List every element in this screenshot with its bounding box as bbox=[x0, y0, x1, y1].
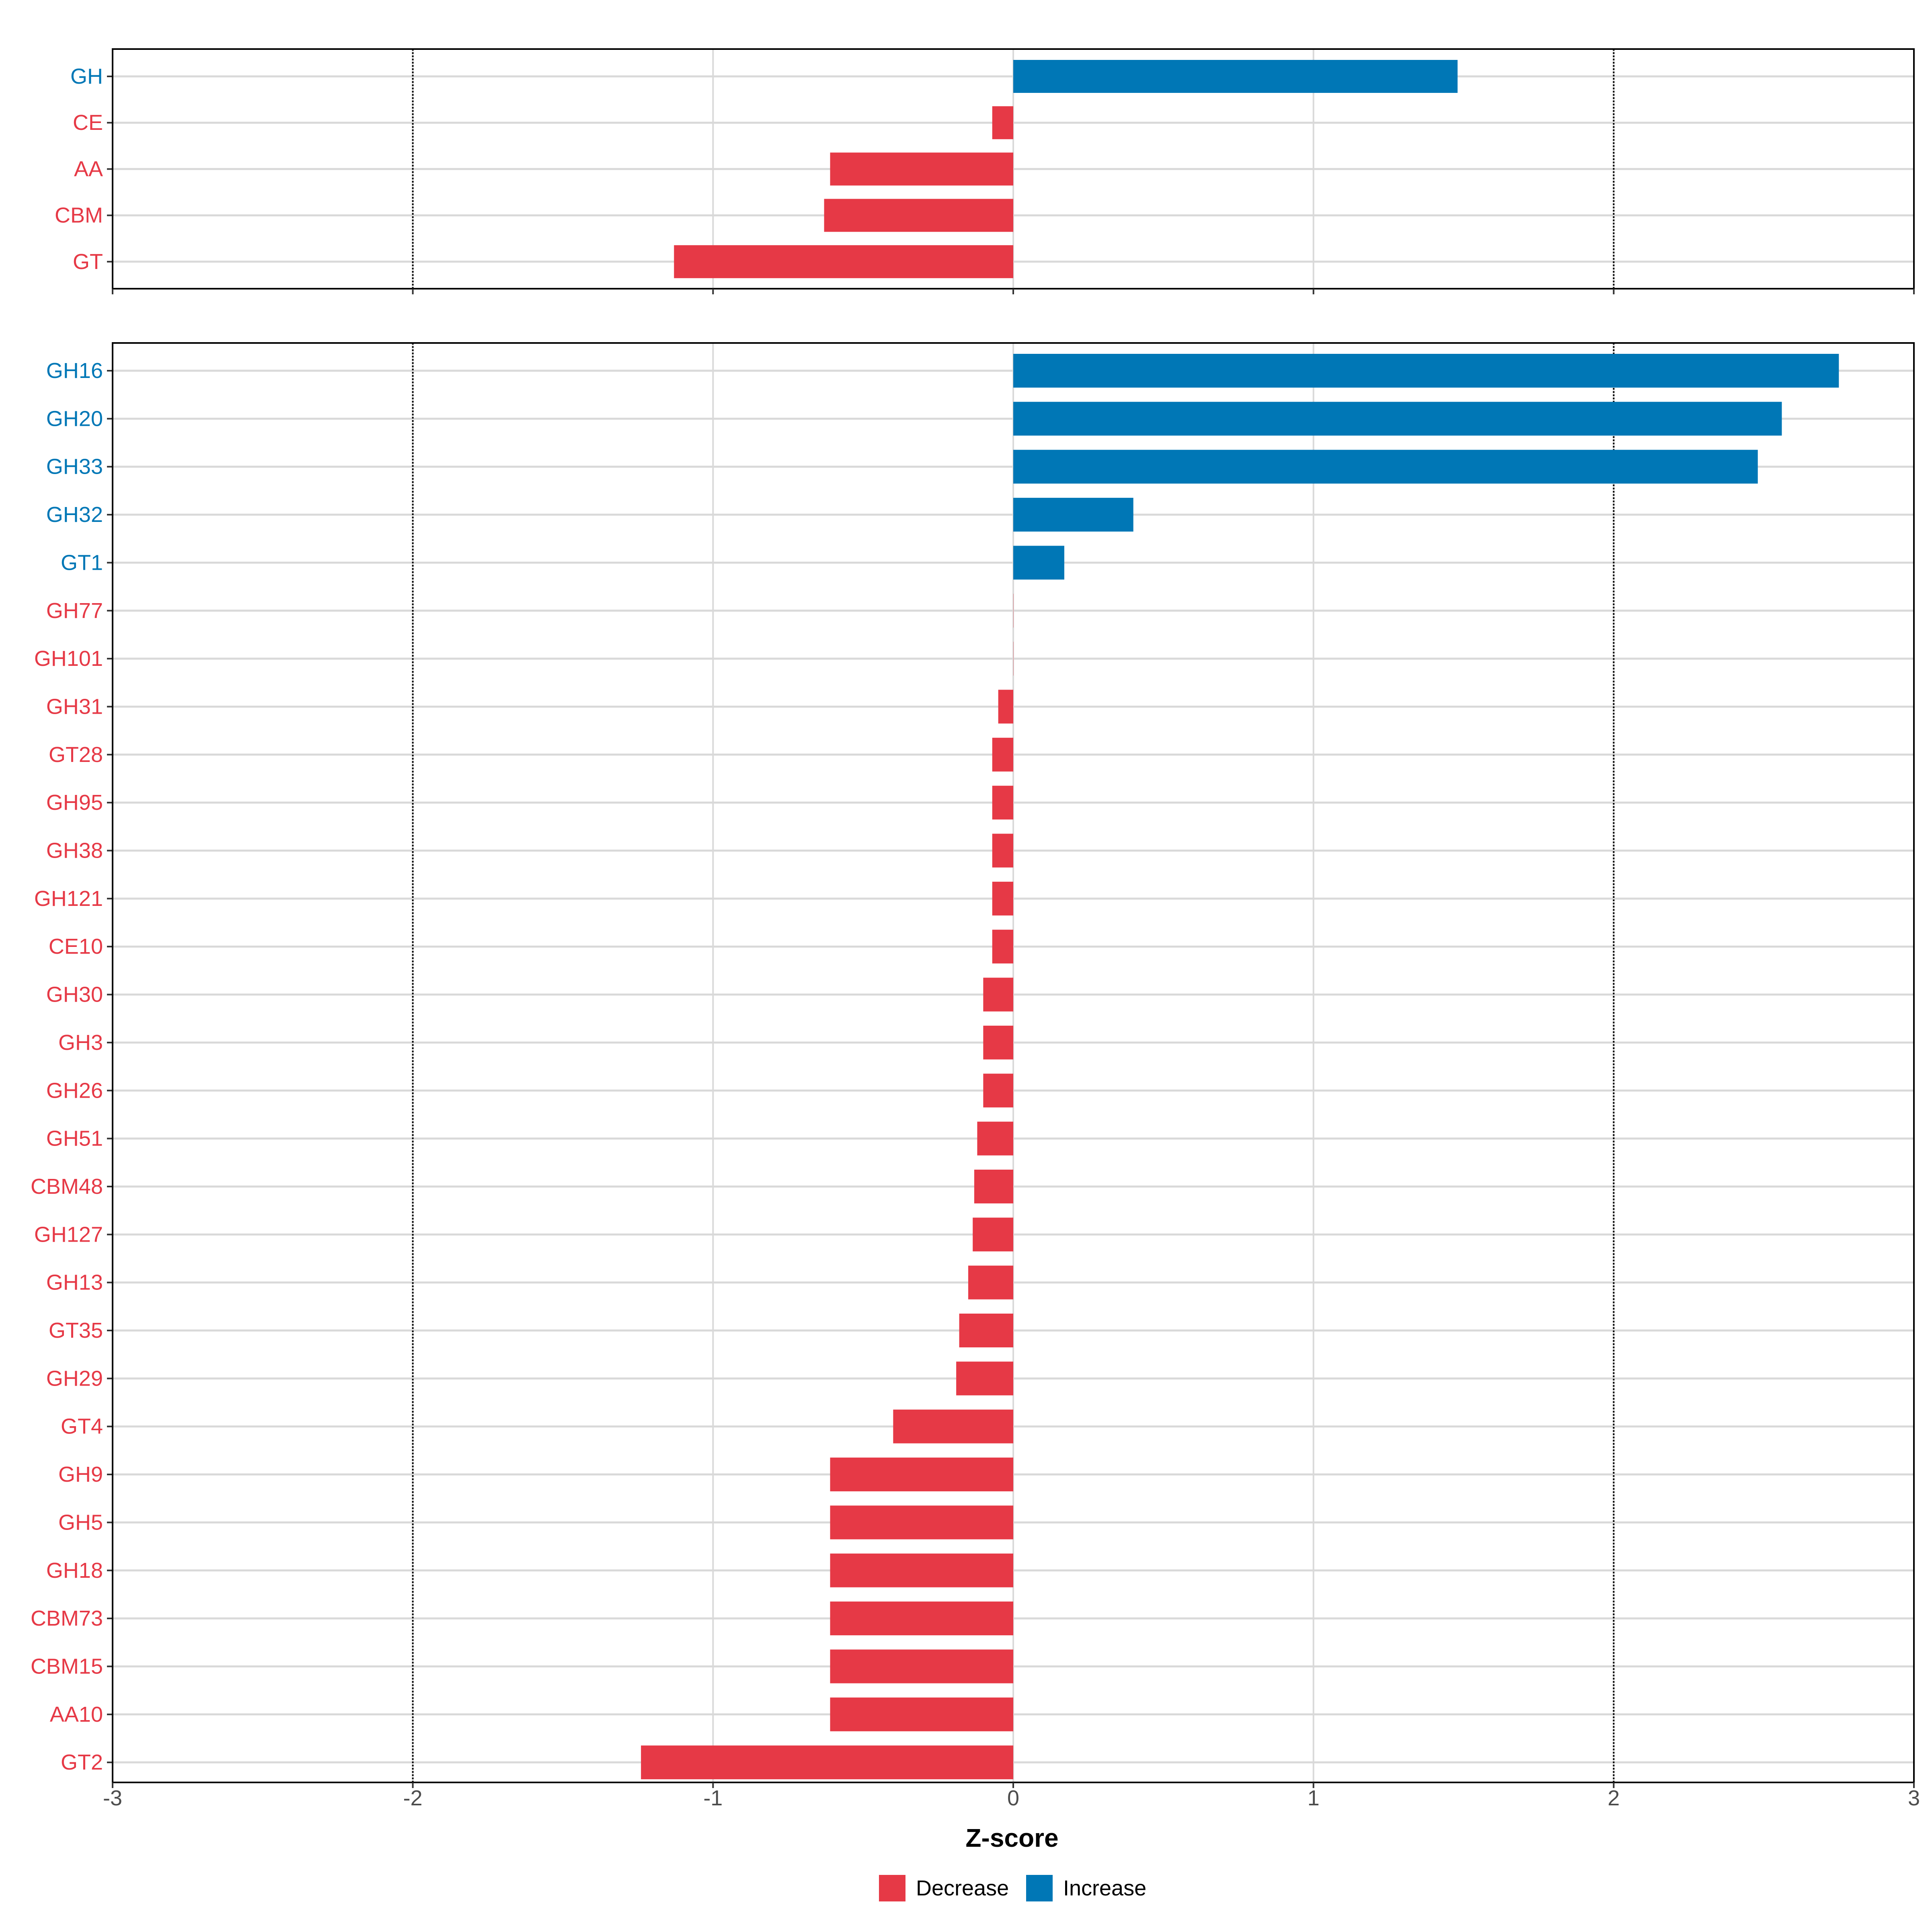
bar-GH9 bbox=[830, 1458, 1013, 1492]
bar-GH30 bbox=[983, 977, 1013, 1012]
y-label-GT4: GT4 bbox=[61, 1415, 103, 1439]
bar-AA bbox=[830, 152, 1013, 186]
legend-label-decrease: Decrease bbox=[916, 1876, 1009, 1900]
y-label-GH20: GH20 bbox=[46, 407, 103, 431]
bar-GT1 bbox=[1013, 546, 1064, 580]
y-label-AA: AA bbox=[74, 157, 103, 181]
x-tick-label: 3 bbox=[1908, 1786, 1920, 1810]
y-label-GH51: GH51 bbox=[46, 1127, 103, 1151]
bar-GH31 bbox=[998, 690, 1013, 724]
legend: Decrease Increase bbox=[879, 1875, 1146, 1901]
bar-CBM15 bbox=[830, 1649, 1013, 1684]
bar-CBM48 bbox=[974, 1169, 1013, 1203]
y-label-GH5: GH5 bbox=[58, 1510, 103, 1534]
x-tick-label: -3 bbox=[103, 1786, 122, 1810]
y-label-CBM15: CBM15 bbox=[31, 1654, 103, 1678]
bar-GT4 bbox=[893, 1409, 1013, 1443]
bar-GH101 bbox=[1013, 642, 1014, 676]
bar-GH29 bbox=[956, 1361, 1013, 1396]
y-label-GH95: GH95 bbox=[46, 790, 103, 815]
x-axis-title: Z-score bbox=[965, 1823, 1058, 1852]
y-label-GH16: GH16 bbox=[46, 359, 103, 383]
y-label-GH121: GH121 bbox=[34, 887, 103, 911]
y-label-GH13: GH13 bbox=[46, 1271, 103, 1295]
legend-label-increase: Increase bbox=[1063, 1876, 1146, 1900]
y-label-GH30: GH30 bbox=[46, 983, 103, 1007]
y-label-GH: GH bbox=[70, 64, 103, 88]
y-label-GH127: GH127 bbox=[34, 1222, 103, 1246]
bar-GT28 bbox=[992, 737, 1013, 772]
y-label-CBM48: CBM48 bbox=[31, 1174, 103, 1199]
y-label-CBM: CBM bbox=[55, 203, 103, 228]
bar-GH5 bbox=[830, 1505, 1013, 1540]
y-label-GH26: GH26 bbox=[46, 1078, 103, 1103]
bar-GH16 bbox=[1013, 354, 1839, 388]
y-label-GT: GT bbox=[73, 250, 103, 274]
family-panel: GH16 GH20 GH33 GH32 GT1 GH77 GH101 GH31 GT28 GH95… bbox=[31, 342, 1915, 1788]
bar-GH3 bbox=[983, 1025, 1013, 1059]
bar-CBM bbox=[824, 199, 1013, 232]
bar-GH32 bbox=[1013, 498, 1133, 532]
bar-GT35 bbox=[959, 1314, 1013, 1347]
bar-GH33 bbox=[1013, 450, 1758, 484]
y-label-GT1: GT1 bbox=[61, 550, 103, 575]
x-axis: -3 -2 -1 0 1 2 3 bbox=[103, 1786, 1920, 1810]
y-label-GH32: GH32 bbox=[46, 503, 103, 527]
y-label-GH9: GH9 bbox=[58, 1462, 103, 1486]
y-label-GH31: GH31 bbox=[46, 694, 103, 719]
bar-GT2 bbox=[641, 1745, 1013, 1780]
x-tick-label: 1 bbox=[1308, 1786, 1320, 1810]
bar-GH26 bbox=[983, 1074, 1013, 1108]
legend-swatch-increase bbox=[1026, 1875, 1053, 1901]
y-label-CBM73: CBM73 bbox=[31, 1606, 103, 1630]
bar-GH bbox=[1013, 60, 1458, 93]
bar-CE10 bbox=[992, 930, 1013, 964]
bar-CE bbox=[992, 106, 1013, 140]
x-tick-label: 0 bbox=[1007, 1786, 1019, 1810]
y-label-GH3: GH3 bbox=[58, 1031, 103, 1055]
y-label-GT35: GT35 bbox=[49, 1318, 103, 1343]
category-panel: GH CE AA CBM GT bbox=[55, 48, 1915, 294]
bar-GH38 bbox=[992, 834, 1013, 868]
bar-GH18 bbox=[830, 1553, 1013, 1587]
y-label-GH77: GH77 bbox=[46, 599, 103, 623]
legend-swatch-decrease bbox=[879, 1875, 905, 1901]
x-tick-label: 2 bbox=[1608, 1786, 1620, 1810]
bar-AA10 bbox=[830, 1697, 1013, 1731]
y-label-AA10: AA10 bbox=[50, 1702, 103, 1727]
bar-GH121 bbox=[992, 881, 1013, 916]
y-label-GH33: GH33 bbox=[46, 455, 103, 479]
bar-GH20 bbox=[1013, 402, 1782, 436]
bar-GH127 bbox=[973, 1218, 1013, 1252]
bar-GH95 bbox=[992, 786, 1013, 820]
y-label-CE10: CE10 bbox=[49, 934, 103, 959]
x-tick-label: -2 bbox=[403, 1786, 423, 1810]
bar-GH77 bbox=[1013, 593, 1014, 628]
y-label-CE: CE bbox=[73, 111, 103, 135]
y-label-GH18: GH18 bbox=[46, 1558, 103, 1583]
bar-GT bbox=[674, 245, 1013, 278]
bar-GH51 bbox=[977, 1121, 1013, 1156]
y-label-GT28: GT28 bbox=[49, 743, 103, 767]
y-label-GT2: GT2 bbox=[61, 1750, 103, 1774]
x-tick-label: -1 bbox=[703, 1786, 723, 1810]
y-label-GH101: GH101 bbox=[34, 647, 103, 671]
bar-CBM73 bbox=[830, 1601, 1013, 1636]
y-label-GH38: GH38 bbox=[46, 839, 103, 863]
bar-GH13 bbox=[968, 1265, 1013, 1300]
y-label-GH29: GH29 bbox=[46, 1366, 103, 1390]
